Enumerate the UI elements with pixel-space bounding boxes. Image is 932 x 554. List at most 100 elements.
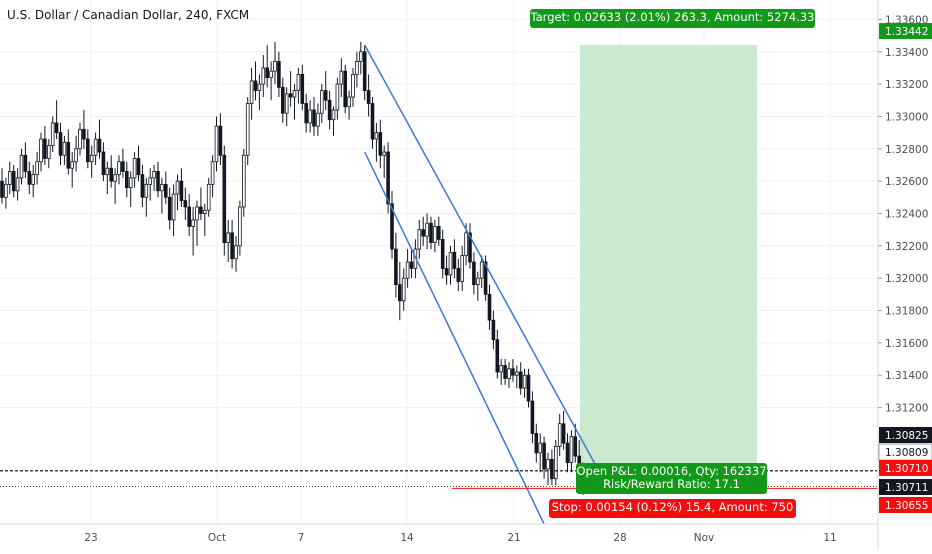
candle [35, 152, 39, 185]
candle [66, 129, 71, 175]
x-tick-label: Nov [694, 532, 715, 544]
candle [187, 194, 192, 237]
candle [292, 84, 297, 120]
x-tick-label: Oct [208, 532, 226, 544]
candle-body [109, 167, 114, 182]
candle [448, 245, 453, 285]
candle [429, 216, 433, 250]
candle-body [491, 319, 496, 341]
candle [483, 255, 488, 301]
candle-body [433, 226, 437, 243]
candle-body [226, 232, 231, 243]
candle [191, 207, 195, 256]
candle-body [121, 161, 125, 172]
candle-body [296, 73, 301, 91]
channel-upper-line[interactable] [364, 44, 600, 472]
candle [43, 126, 47, 165]
candle [241, 148, 246, 217]
stop-label-text: Stop: 0.00154 (0.12%) 15.4, Amount: 750 [552, 500, 794, 514]
candle-body [82, 128, 86, 140]
candle [479, 255, 484, 288]
x-tick-label: 7 [298, 532, 305, 544]
price-badge: 1.30809 [878, 443, 932, 461]
candle-body [522, 374, 527, 389]
candle [561, 410, 566, 450]
candle [362, 45, 367, 101]
candle-body [448, 251, 453, 276]
candle-body [171, 193, 176, 221]
candle-body [273, 61, 277, 72]
price-badge: 1.30825 [879, 427, 932, 443]
candle [554, 439, 558, 486]
candle-body [292, 90, 297, 98]
candle [97, 119, 102, 159]
candle-body [495, 339, 500, 373]
y-tick-label: 1.32200 [885, 241, 928, 253]
candle [538, 433, 542, 473]
price-badge: 1.30655 [879, 497, 932, 513]
candle-body [160, 183, 164, 192]
y-tick-label: 1.32000 [885, 273, 928, 285]
candle [140, 164, 145, 208]
candle-body [386, 151, 390, 205]
candle [136, 145, 141, 182]
candle-body [312, 109, 316, 127]
trend-channel[interactable] [364, 44, 600, 525]
candle [401, 268, 406, 311]
candle [214, 116, 219, 172]
candle [347, 90, 351, 120]
candle-body [269, 70, 273, 79]
candle-body [554, 445, 558, 480]
candle-body [440, 238, 445, 269]
y-tick-label: 1.32800 [885, 144, 928, 156]
candle [101, 142, 106, 182]
candle-body [319, 90, 324, 114]
candle-body [74, 148, 78, 163]
candle [253, 61, 258, 101]
candle-body [499, 365, 503, 373]
candle-body [280, 86, 285, 114]
candle-body [93, 138, 98, 156]
candle-body [456, 268, 461, 282]
candle [230, 219, 234, 269]
candle-body [66, 141, 71, 169]
candle [245, 97, 250, 165]
candle-body [31, 174, 35, 185]
candle [499, 359, 503, 385]
channel-lower-line[interactable] [364, 151, 545, 525]
candle [366, 74, 371, 117]
candle [468, 223, 472, 269]
stop-label: Stop: 0.00154 (0.12%) 15.4, Amount: 750 [549, 499, 796, 518]
candle-body [89, 154, 94, 163]
candle-body [394, 248, 398, 286]
candle-body [374, 132, 379, 140]
candle-body [132, 158, 137, 179]
price-badge-text: 1.30710 [885, 463, 928, 475]
candle [199, 187, 203, 220]
candle [222, 145, 227, 256]
candle-body [409, 261, 414, 269]
candle-body [23, 154, 28, 172]
candle-body [35, 161, 39, 176]
candle [452, 239, 457, 279]
candle-body [378, 132, 383, 156]
candle-body [241, 154, 246, 208]
candle-body [550, 458, 554, 480]
candle [210, 155, 215, 198]
candle-body [19, 154, 24, 179]
candle [351, 67, 355, 107]
candle-body [199, 206, 203, 214]
candle [74, 135, 78, 172]
y-tick-label: 1.33000 [885, 111, 928, 123]
candle [542, 436, 546, 479]
candle [546, 452, 550, 486]
candle-body [515, 371, 519, 376]
candle [93, 132, 98, 165]
x-tick-label: 11 [823, 532, 836, 544]
candle [511, 359, 515, 382]
candle [273, 42, 277, 85]
candle [390, 190, 394, 259]
candle [460, 245, 464, 292]
